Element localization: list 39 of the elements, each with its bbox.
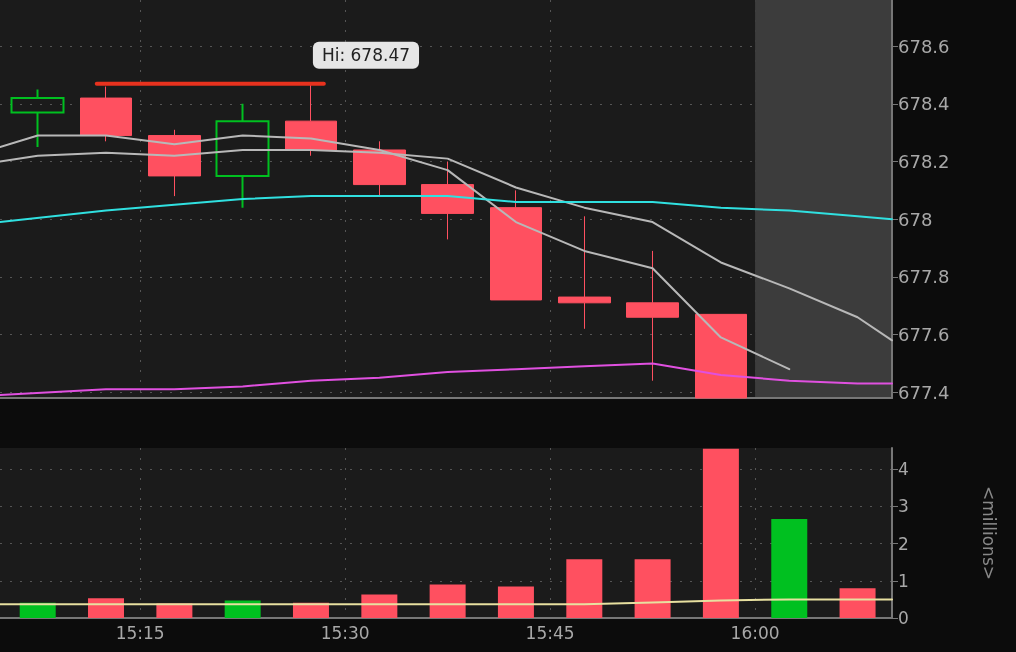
bar [497, 586, 534, 618]
y-tick-label: 3 [898, 496, 909, 517]
candlestick [10, 88, 65, 149]
y-axis-title: <millions> [978, 486, 999, 580]
bar [702, 448, 739, 618]
bar [429, 584, 466, 618]
bar [361, 594, 398, 618]
candlestick [695, 313, 747, 399]
bar [88, 598, 125, 618]
y-tick-label: 1 [898, 570, 909, 591]
y-tick-label: 678.6 [898, 35, 950, 57]
y-tick-label: 4 [898, 459, 909, 480]
y-tick-label: 678.4 [898, 93, 950, 115]
bar [839, 588, 876, 618]
candlestick [80, 86, 132, 142]
candlestick [285, 83, 337, 157]
candlestick [626, 250, 679, 382]
y-tick-label: 677.8 [898, 266, 950, 288]
y-tick-label: 0 [898, 608, 909, 628]
bar [634, 559, 671, 618]
y-tick-label: 678 [898, 208, 933, 230]
candlestick [215, 102, 270, 209]
candlestick [558, 215, 611, 330]
y-tick-label: 677.6 [898, 324, 950, 346]
candlestick [490, 189, 542, 301]
x-tick-label: 15:30 [320, 622, 370, 643]
x-tick-label: 15:15 [115, 622, 165, 643]
x-tick-label: 16:00 [730, 622, 780, 643]
x-tick-label: 15:45 [525, 622, 575, 643]
bar [566, 559, 603, 618]
candlestick [421, 161, 474, 240]
candlestick [353, 140, 406, 197]
candlestick [148, 129, 201, 197]
annotation: Hi: 678.47 [321, 45, 411, 66]
bar [771, 519, 808, 618]
y-tick-label: 678.2 [898, 151, 950, 173]
line-series [0, 195, 893, 224]
y-tick-label: 677.4 [898, 381, 950, 403]
y-tick-label: 2 [898, 533, 909, 554]
